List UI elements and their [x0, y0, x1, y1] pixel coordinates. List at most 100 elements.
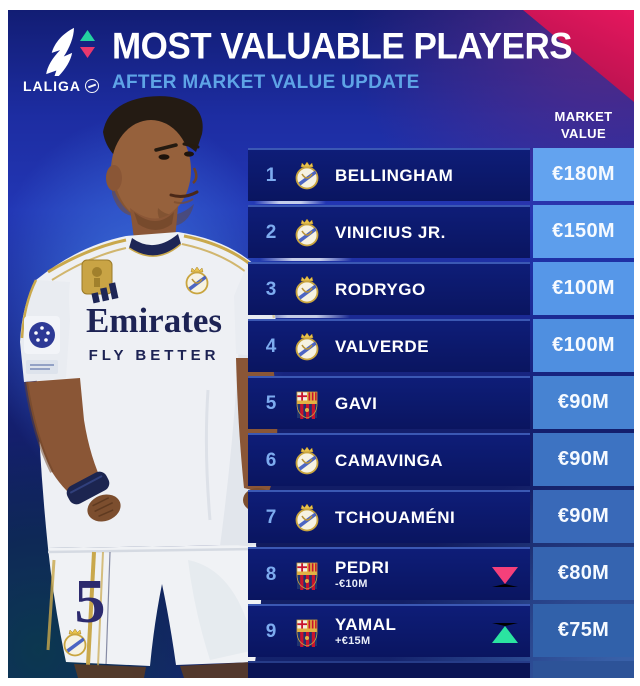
player-name: RODRYGO — [335, 279, 426, 299]
table-row: 4 — [248, 319, 634, 372]
market-trend-arrows-icon — [80, 30, 95, 58]
table-row: 1 — [248, 148, 634, 201]
player-name-block: TCHOUAMÉNI — [335, 508, 455, 528]
market-value-change: -€10M — [335, 577, 368, 590]
table-row: 9 — [248, 604, 634, 657]
player-name: PEDRI — [335, 558, 390, 578]
rank-label: 6 — [265, 449, 277, 471]
shorts-crest-icon — [63, 628, 87, 657]
player-name: GAVI — [335, 393, 378, 413]
real-madrid-crest-icon — [294, 161, 320, 191]
market-value: €180M — [552, 163, 615, 185]
row-body: 6 — [248, 433, 530, 486]
rank-label: 2 — [265, 221, 277, 243]
market-value: €80M — [557, 562, 610, 584]
player-name: TCHOUAMÉNI — [335, 507, 456, 527]
barcelona-crest-icon — [294, 560, 320, 590]
row-body: 1 — [248, 148, 530, 201]
shorts-number-text: 5 — [75, 568, 106, 636]
laliga-wordmark-row: LALIGA — [16, 78, 106, 94]
player-name-block: CAMAVINGA — [335, 451, 443, 471]
rank-label: 8 — [265, 563, 277, 585]
market-value-header-line2: VALUE — [560, 125, 607, 141]
laliga-flame-icon — [46, 27, 74, 76]
row-body: 2 — [248, 205, 530, 258]
rank-label: 7 — [265, 506, 277, 528]
real-madrid-crest-icon — [294, 275, 320, 305]
market-value-header-line1: MARKET — [554, 109, 613, 124]
table-row: 7 — [248, 490, 634, 543]
background-streak — [260, 257, 352, 261]
market-value-box: €150M — [533, 205, 634, 258]
market-value: €100M — [552, 334, 615, 356]
laliga-wordmark: LALIGA — [22, 78, 82, 94]
adidas-logo-icon — [91, 282, 119, 304]
rank-label: 3 — [265, 278, 277, 300]
laliga-brand: LALIGA — [16, 26, 106, 94]
player-name-block: VALVERDE — [335, 337, 429, 357]
barcelona-crest-icon — [294, 389, 320, 419]
table-row-partial — [248, 661, 634, 678]
table-row: 5 — [248, 376, 634, 429]
table-row: 8 — [248, 547, 634, 600]
real-madrid-crest-icon — [294, 332, 320, 362]
market-value-change: +€15M — [335, 634, 371, 647]
player-name-block: PEDRI -€10M — [335, 558, 389, 591]
market-value-box: €180M — [533, 148, 634, 201]
row-body: 7 — [248, 490, 530, 543]
row-body: 9 — [248, 604, 530, 657]
player-name: VINICIUS JR. — [335, 222, 446, 242]
table-row: 3 — [248, 262, 634, 315]
partial-row-value-box — [533, 661, 634, 678]
player-name: BELLINGHAM — [335, 165, 454, 185]
real-madrid-crest-icon — [294, 446, 320, 476]
market-value: €90M — [557, 391, 610, 413]
real-madrid-chest-crest-icon — [185, 266, 209, 295]
market-value: €90M — [557, 448, 610, 470]
player-name: YAMAL — [335, 615, 397, 635]
page-subtitle: AFTER MARKET VALUE UPDATE — [112, 71, 420, 93]
market-value-box: €75M — [533, 604, 634, 657]
rank-label: 1 — [265, 164, 277, 186]
row-body: 8 — [248, 547, 530, 600]
barcelona-crest-icon — [294, 617, 320, 647]
real-madrid-crest-icon — [294, 218, 320, 248]
rows-list: 1 — [248, 148, 634, 661]
row-body: 3 — [248, 262, 530, 315]
player-name-block: GAVI — [335, 394, 377, 414]
player-name: VALVERDE — [335, 336, 430, 356]
market-value-box: €90M — [533, 433, 634, 486]
trend-down-icon — [492, 566, 518, 587]
player-name-block: VINICIUS JR. — [335, 223, 446, 243]
artwork-background: LALIGA MOST VALUABLE PLAYERS AFTER MARKE… — [8, 10, 634, 678]
ea-sports-icon — [85, 79, 100, 93]
market-value: €75M — [557, 619, 610, 641]
player-name-block: RODRYGO — [335, 280, 426, 300]
jersey-tagline-text: FLY BETTER — [89, 347, 220, 364]
market-value-box: €100M — [533, 319, 634, 372]
rank-label: 4 — [265, 335, 277, 357]
market-value-box: €80M — [533, 547, 634, 600]
trend-up-icon — [492, 622, 518, 643]
player-name: CAMAVINGA — [335, 450, 444, 470]
market-value-column-header: MARKET VALUE — [533, 109, 634, 143]
table-row: 6 — [248, 433, 634, 486]
background-streak — [254, 314, 350, 318]
player-name-block: YAMAL +€15M — [335, 615, 396, 648]
rank-label: 9 — [265, 620, 277, 642]
table-row: 2 — [248, 205, 634, 258]
rank-label: 5 — [265, 392, 277, 414]
partial-row-body — [248, 661, 530, 678]
market-value: €150M — [552, 220, 615, 242]
market-value-box: €100M — [533, 262, 634, 315]
market-value: €100M — [552, 277, 615, 299]
market-value-box: €90M — [533, 490, 634, 543]
row-body: 5 — [248, 376, 530, 429]
header-titles: MOST VALUABLE PLAYERS AFTER MARKET VALUE… — [112, 27, 573, 94]
player-name-block: BELLINGHAM — [335, 166, 453, 186]
jersey-sponsor-text: Emirates — [86, 301, 222, 340]
background-streak — [254, 200, 326, 204]
market-value: €90M — [557, 505, 610, 527]
real-madrid-crest-icon — [294, 503, 320, 533]
